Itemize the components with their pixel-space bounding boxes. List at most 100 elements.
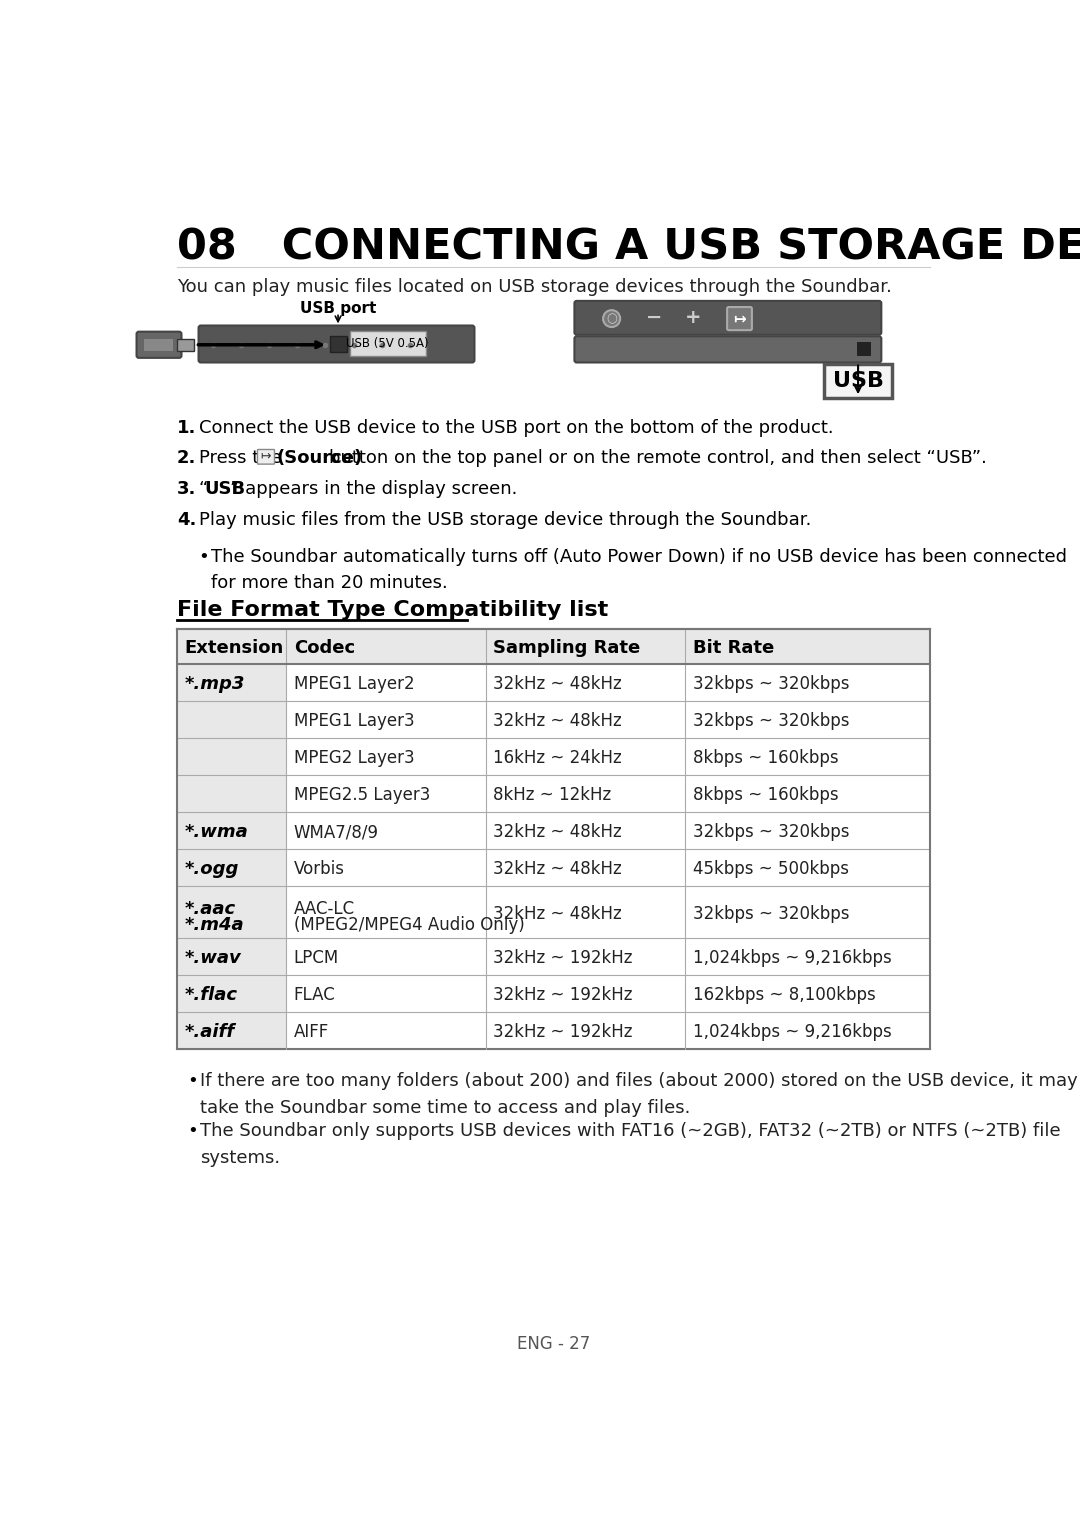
Text: 32kHz ~ 48kHz: 32kHz ~ 48kHz — [494, 712, 622, 731]
Text: 32kHz ~ 48kHz: 32kHz ~ 48kHz — [494, 859, 622, 878]
Text: button on the top panel or on the remote control, and then select “USB”.: button on the top panel or on the remote… — [328, 449, 987, 467]
Text: MPEG2.5 Layer3: MPEG2.5 Layer3 — [294, 786, 430, 804]
Text: 1.: 1. — [177, 418, 197, 437]
Text: *.wav: *.wav — [185, 950, 241, 968]
Text: MPEG1 Layer3: MPEG1 Layer3 — [294, 712, 415, 731]
FancyBboxPatch shape — [727, 306, 752, 329]
Circle shape — [603, 309, 620, 326]
Text: •: • — [199, 548, 210, 565]
Text: Bit Rate: Bit Rate — [693, 639, 774, 657]
Text: USB port: USB port — [300, 300, 376, 316]
Text: *.mp3: *.mp3 — [185, 676, 245, 694]
Text: 32kHz ~ 48kHz: 32kHz ~ 48kHz — [494, 823, 622, 841]
Bar — [486, 630, 686, 665]
Bar — [177, 812, 286, 849]
Text: AIFF: AIFF — [294, 1023, 329, 1042]
Bar — [286, 630, 486, 665]
Text: 1,024kbps ~ 9,216kbps: 1,024kbps ~ 9,216kbps — [693, 950, 892, 968]
Text: Extension: Extension — [185, 639, 284, 657]
Text: *.ogg: *.ogg — [185, 859, 239, 878]
Text: (Source): (Source) — [276, 449, 363, 467]
Text: 8kbps ~ 160kbps: 8kbps ~ 160kbps — [693, 749, 839, 768]
Text: 32kHz ~ 48kHz: 32kHz ~ 48kHz — [494, 676, 622, 694]
Text: 32kbps ~ 320kbps: 32kbps ~ 320kbps — [693, 712, 850, 731]
Text: 08   CONNECTING A USB STORAGE DEVICE: 08 CONNECTING A USB STORAGE DEVICE — [177, 227, 1080, 268]
Text: ” appears in the display screen.: ” appears in the display screen. — [230, 481, 517, 498]
Bar — [858, 343, 872, 357]
FancyBboxPatch shape — [575, 300, 881, 336]
Text: MPEG1 Layer2: MPEG1 Layer2 — [294, 676, 415, 694]
Bar — [177, 885, 286, 939]
Text: 16kHz ~ 24kHz: 16kHz ~ 24kHz — [494, 749, 622, 768]
Text: 2.: 2. — [177, 449, 197, 467]
Text: ↦: ↦ — [733, 311, 746, 326]
Text: 8kbps ~ 160kbps: 8kbps ~ 160kbps — [693, 786, 839, 804]
Bar — [177, 665, 286, 702]
Bar — [177, 339, 194, 351]
Text: −: − — [646, 308, 662, 328]
Text: USB (5V 0.5A): USB (5V 0.5A) — [347, 337, 429, 349]
Text: 162kbps ~ 8,100kbps: 162kbps ~ 8,100kbps — [693, 987, 876, 1005]
FancyBboxPatch shape — [257, 449, 274, 464]
Text: *.flac: *.flac — [185, 987, 238, 1005]
Text: Sampling Rate: Sampling Rate — [494, 639, 640, 657]
Text: 3.: 3. — [177, 481, 197, 498]
Text: 32kbps ~ 320kbps: 32kbps ~ 320kbps — [693, 905, 850, 922]
FancyBboxPatch shape — [350, 331, 427, 355]
Text: 45kbps ~ 500kbps: 45kbps ~ 500kbps — [693, 859, 849, 878]
Text: •: • — [188, 1072, 199, 1091]
FancyBboxPatch shape — [199, 325, 474, 363]
Text: AAC-LC: AAC-LC — [294, 901, 355, 918]
Text: “: “ — [199, 481, 208, 498]
Bar — [177, 738, 286, 775]
Text: The Soundbar only supports USB devices with FAT16 (~2GB), FAT32 (~2TB) or NTFS (: The Soundbar only supports USB devices w… — [200, 1123, 1061, 1167]
Bar — [177, 630, 286, 665]
Text: *.aiff: *.aiff — [185, 1023, 234, 1042]
Text: 8kHz ~ 12kHz: 8kHz ~ 12kHz — [494, 786, 611, 804]
Text: 32kHz ~ 48kHz: 32kHz ~ 48kHz — [494, 905, 622, 922]
Bar — [177, 849, 286, 885]
Text: If there are too many folders (about 200) and files (about 2000) stored on the U: If there are too many folders (about 200… — [200, 1072, 1078, 1117]
Bar — [177, 976, 286, 1013]
Bar — [686, 630, 930, 665]
Text: Play music files from the USB storage device through the Soundbar.: Play music files from the USB storage de… — [199, 512, 811, 529]
Text: 32kHz ~ 192kHz: 32kHz ~ 192kHz — [494, 987, 633, 1005]
FancyBboxPatch shape — [824, 365, 892, 398]
Text: 4.: 4. — [177, 512, 197, 529]
Bar — [177, 775, 286, 812]
Text: 32kbps ~ 320kbps: 32kbps ~ 320kbps — [693, 676, 850, 694]
Text: +: + — [685, 308, 701, 328]
Text: 32kHz ~ 192kHz: 32kHz ~ 192kHz — [494, 1023, 633, 1042]
Bar — [177, 939, 286, 976]
Text: 32kbps ~ 320kbps: 32kbps ~ 320kbps — [693, 823, 850, 841]
Text: File Format Type Compatibility list: File Format Type Compatibility list — [177, 599, 608, 619]
Text: *.m4a: *.m4a — [185, 916, 244, 933]
Text: ENG - 27: ENG - 27 — [517, 1334, 590, 1353]
Text: 32kHz ~ 192kHz: 32kHz ~ 192kHz — [494, 950, 633, 968]
Text: 1,024kbps ~ 9,216kbps: 1,024kbps ~ 9,216kbps — [693, 1023, 892, 1042]
Text: USB: USB — [205, 481, 246, 498]
Text: LPCM: LPCM — [294, 950, 339, 968]
Bar — [177, 702, 286, 738]
Text: Connect the USB device to the USB port on the bottom of the product.: Connect the USB device to the USB port o… — [199, 418, 833, 437]
FancyBboxPatch shape — [136, 332, 181, 358]
Text: ○: ○ — [606, 313, 617, 325]
Text: *.wma: *.wma — [185, 823, 248, 841]
Text: FLAC: FLAC — [294, 987, 336, 1005]
Text: ↦: ↦ — [260, 450, 271, 463]
FancyBboxPatch shape — [575, 337, 881, 363]
Bar — [177, 1013, 286, 1049]
Text: The Soundbar automatically turns off (Auto Power Down) if no USB device has been: The Soundbar automatically turns off (Au… — [211, 548, 1067, 593]
Text: MPEG2 Layer3: MPEG2 Layer3 — [294, 749, 415, 768]
Text: You can play music files located on USB storage devices through the Soundbar.: You can play music files located on USB … — [177, 277, 892, 296]
Text: (MPEG2/MPEG4 Audio Only): (MPEG2/MPEG4 Audio Only) — [294, 916, 525, 933]
Text: •: • — [188, 1123, 199, 1140]
Text: USB: USB — [833, 371, 883, 391]
Bar — [330, 337, 348, 352]
Bar — [144, 339, 173, 351]
Text: Vorbis: Vorbis — [294, 859, 345, 878]
Text: WMA7/8/9: WMA7/8/9 — [294, 823, 379, 841]
Text: Codec: Codec — [294, 639, 355, 657]
Text: *.aac: *.aac — [185, 901, 235, 918]
Text: Press the: Press the — [199, 449, 281, 467]
